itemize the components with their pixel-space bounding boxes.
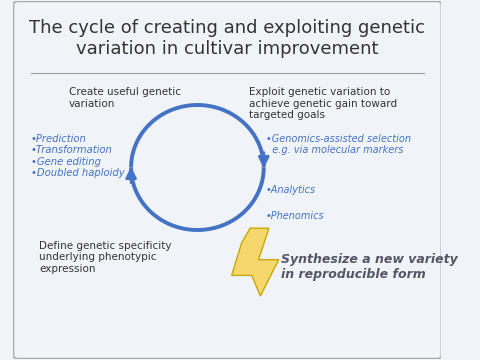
Polygon shape — [232, 228, 279, 296]
Text: •Phenomics: •Phenomics — [266, 211, 324, 221]
Text: •Prediction
•Transformation
•Gene editing
•Doubled haploidy: •Prediction •Transformation •Gene editin… — [31, 134, 124, 178]
Text: Create useful genetic
variation: Create useful genetic variation — [69, 87, 181, 109]
Text: The cycle of creating and exploiting genetic
variation in cultivar improvement: The cycle of creating and exploiting gen… — [29, 19, 425, 58]
Text: •Analytics: •Analytics — [266, 185, 316, 195]
Text: Exploit genetic variation to
achieve genetic gain toward
targeted goals: Exploit genetic variation to achieve gen… — [249, 87, 397, 120]
FancyBboxPatch shape — [13, 1, 442, 359]
Text: Synthesize a new variety
in reproducible form: Synthesize a new variety in reproducible… — [281, 253, 457, 281]
Text: •Genomics-assisted selection
  e.g. via molecular markers: •Genomics-assisted selection e.g. via mo… — [266, 134, 411, 155]
Text: Define genetic specificity
underlying phenotypic
expression: Define genetic specificity underlying ph… — [39, 241, 171, 274]
